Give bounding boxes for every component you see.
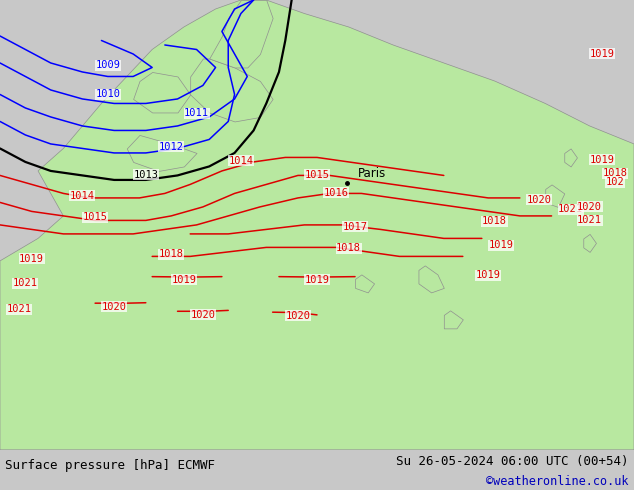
Text: 1020: 1020 [190,310,216,320]
Text: 1015: 1015 [82,212,108,222]
Text: ©weatheronline.co.uk: ©weatheronline.co.uk [486,475,629,488]
Text: 1018: 1018 [158,249,184,259]
Text: 1018: 1018 [336,244,361,253]
Text: 1009: 1009 [95,60,120,70]
Text: 1016: 1016 [323,188,349,197]
Text: 1017: 1017 [342,221,368,232]
Text: 1019: 1019 [304,275,330,285]
Text: 1021: 1021 [6,304,32,315]
Text: 1013: 1013 [133,170,158,179]
Text: 1014: 1014 [70,191,95,201]
Text: 1014: 1014 [228,156,254,166]
Text: 1019: 1019 [488,240,514,250]
Text: 1018: 1018 [602,168,628,178]
Text: Su 26-05-2024 06:00 UTC (00+54): Su 26-05-2024 06:00 UTC (00+54) [396,455,629,468]
Text: 1012: 1012 [158,142,184,151]
Text: 1021: 1021 [577,216,602,225]
Text: 1019: 1019 [19,254,44,264]
Text: Paris: Paris [358,167,387,180]
Text: 1019: 1019 [171,275,197,285]
Text: 1021: 1021 [13,278,38,289]
Text: 1018: 1018 [482,216,507,226]
Text: 1021: 1021 [558,204,583,214]
Text: Surface pressure [hPa] ECMWF: Surface pressure [hPa] ECMWF [5,459,215,471]
Text: 1019: 1019 [590,155,615,165]
Text: 1019: 1019 [476,270,501,280]
Text: 1019: 1019 [590,49,615,59]
Text: 1015: 1015 [304,170,330,179]
Text: 1011: 1011 [184,108,209,119]
Text: 1020: 1020 [526,195,552,205]
Text: 1020: 1020 [101,302,127,312]
Text: 1020: 1020 [577,202,602,212]
Text: 102: 102 [605,177,624,187]
Text: 1010: 1010 [95,90,120,99]
Text: 1020: 1020 [285,311,311,321]
